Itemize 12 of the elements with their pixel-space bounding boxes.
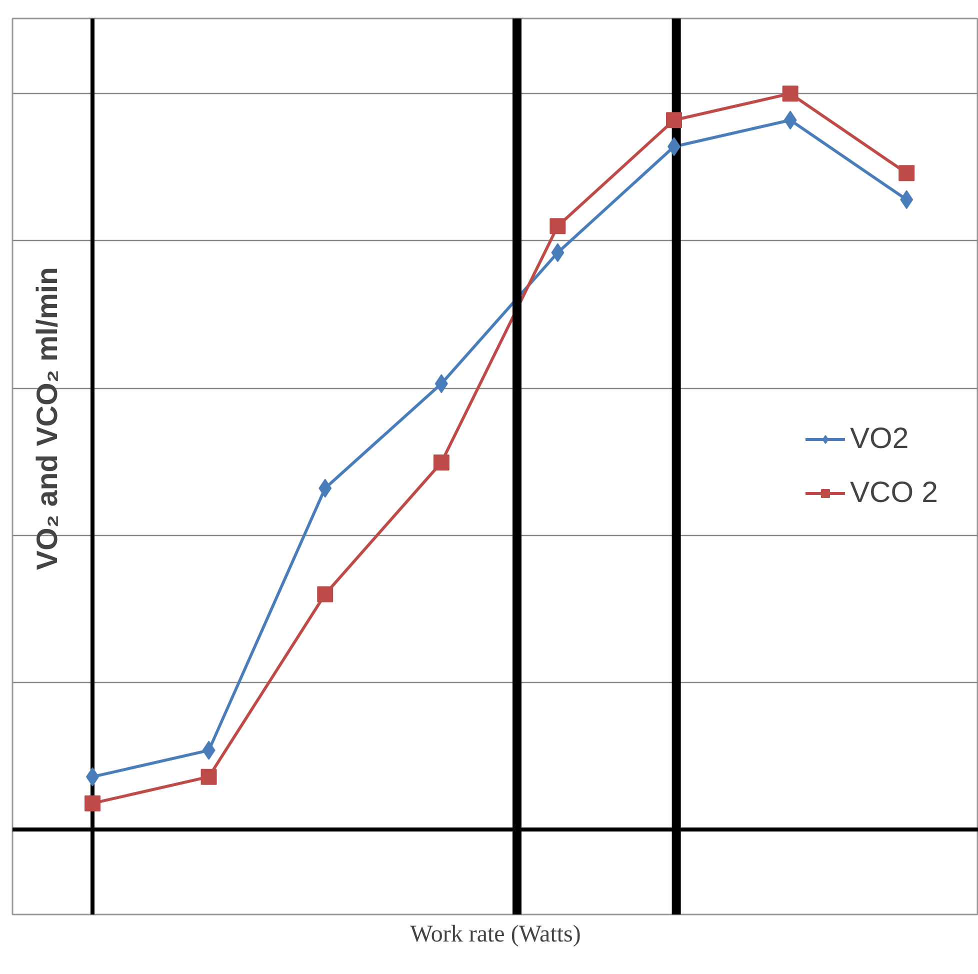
point — [782, 86, 798, 102]
point — [550, 218, 566, 234]
point — [84, 795, 101, 812]
x-axis-title: Work rate (Watts) — [410, 922, 581, 948]
legend-label: VO2 — [850, 422, 909, 456]
point — [666, 112, 682, 128]
point — [200, 768, 217, 785]
y-axis-title: VO₂ and VCO₂ ml/min — [31, 267, 64, 570]
point — [433, 454, 450, 470]
legend-label: VCO 2 — [850, 476, 938, 510]
point — [898, 165, 915, 182]
point — [317, 586, 334, 602]
